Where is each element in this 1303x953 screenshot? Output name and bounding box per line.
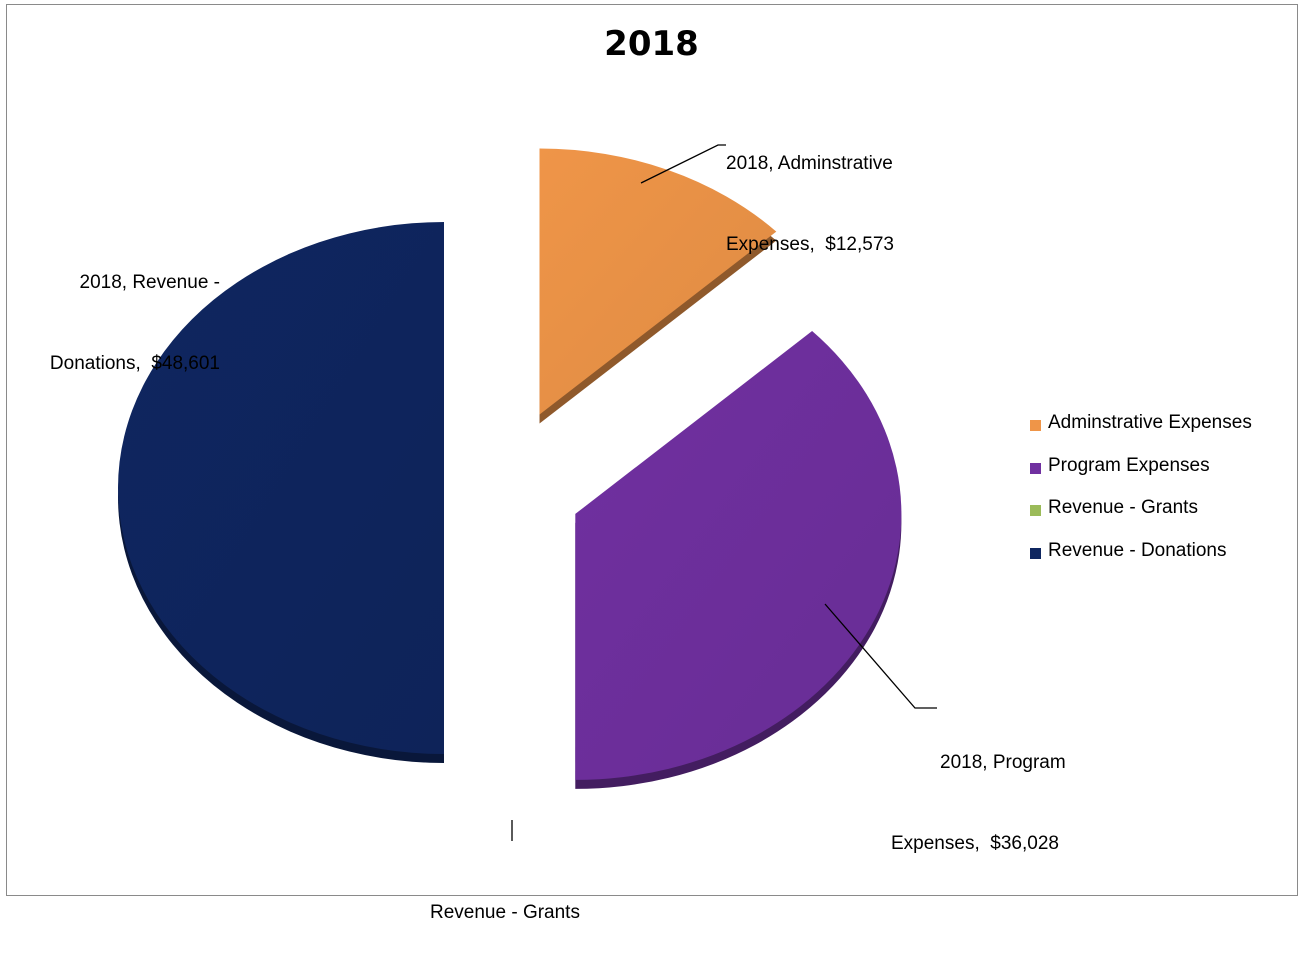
legend-swatch-donations <box>1030 547 1041 559</box>
slice-admin <box>539 148 777 415</box>
data-label-donations: 2018, Revenue - Donations, $48,601 <box>14 215 220 404</box>
leader-line-admin <box>640 144 726 184</box>
data-label-admin: 2018, Adminstrative Expenses, $12,573 <box>726 96 894 285</box>
data-label-admin-line2: Expenses, $12,573 <box>726 234 894 255</box>
legend-item-grants: Revenue - Grants <box>1030 497 1252 540</box>
legend-swatch-grants <box>1030 505 1041 516</box>
data-label-donations-line1: 2018, Revenue - <box>79 272 221 293</box>
pie-chart <box>118 144 937 841</box>
leader-line-program <box>824 603 937 709</box>
data-label-program: 2018, Program Expenses, $36,028 <box>891 695 1066 884</box>
legend-label-admin: Adminstrative Expenses <box>1048 412 1252 433</box>
chart-title: 2018 <box>604 24 699 64</box>
slice-program <box>575 331 902 780</box>
data-label-grants: Revenue - Grants <box>430 845 580 953</box>
legend-swatch-admin <box>1030 420 1041 431</box>
data-label-program-line2: Expenses, $36,028 <box>891 833 1059 854</box>
legend-swatch-program <box>1030 462 1041 474</box>
legend-label-grants: Revenue - Grants <box>1048 497 1198 518</box>
slice-donations <box>118 222 444 754</box>
pie-slices <box>118 148 902 789</box>
legend-item-admin: Adminstrative Expenses <box>1030 412 1252 455</box>
data-label-program-line1: 2018, Program <box>940 752 1066 773</box>
leader-lines <box>511 144 937 841</box>
data-label-grants-line1: Revenue - Grants <box>430 902 580 923</box>
legend-item-program: Program Expenses <box>1030 455 1252 498</box>
legend-label-donations: Revenue - Donations <box>1048 539 1227 561</box>
legend-label-program: Program Expenses <box>1048 454 1210 476</box>
legend-item-donations: Revenue - Donations <box>1030 540 1252 583</box>
chart-legend: Adminstrative Expenses Program Expenses … <box>1030 412 1252 582</box>
data-label-donations-line2: Donations, $48,601 <box>49 353 220 374</box>
data-label-admin-line1: 2018, Adminstrative <box>726 153 893 174</box>
